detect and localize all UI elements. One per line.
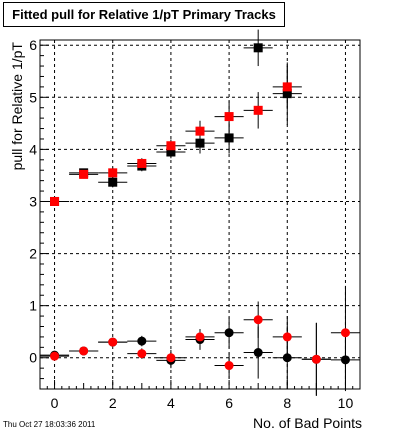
y-tick-label: 0 <box>29 350 37 366</box>
data-point-circle <box>253 348 263 358</box>
y-tick-label: 4 <box>29 141 37 157</box>
x-tick-label: 10 <box>338 395 354 411</box>
x-tick-label: 2 <box>109 395 117 411</box>
data-point-square <box>253 43 263 53</box>
chart-title: Fitted pull for Relative 1/pT Primary Tr… <box>3 2 285 27</box>
x-tick-label: 6 <box>225 395 233 411</box>
data-point-circle <box>195 332 205 342</box>
data-point-circle <box>166 353 176 363</box>
series-3 <box>40 285 360 396</box>
data-point-circle <box>50 351 60 361</box>
data-point-circle <box>137 336 147 346</box>
data-points <box>40 29 360 396</box>
data-point-square <box>137 158 147 168</box>
axis-ticks: 0 2 4 6 8 10 0 1 2 3 4 5 6 <box>29 37 361 411</box>
data-point-circle <box>224 361 234 371</box>
y-tick-label: 5 <box>29 89 37 105</box>
series-1 <box>40 66 302 206</box>
data-point-square <box>282 82 292 92</box>
y-axis-label: pull for Relative 1/pT <box>9 42 25 171</box>
data-point-square <box>79 169 89 179</box>
data-point-square <box>166 141 176 151</box>
data-point-square <box>195 126 205 136</box>
data-point-circle <box>311 354 321 364</box>
y-tick-label: 1 <box>29 298 37 314</box>
data-point-square <box>195 138 205 148</box>
y-tick-label: 2 <box>29 246 37 262</box>
data-point-square <box>224 133 234 143</box>
y-tick-label: 6 <box>29 37 37 53</box>
data-point-circle <box>108 337 118 347</box>
data-point-square <box>224 112 234 122</box>
data-point-circle <box>79 346 89 356</box>
x-axis-label: No. of Bad Points <box>253 415 362 431</box>
data-point-circle <box>282 332 292 342</box>
x-tick-label: 8 <box>283 395 291 411</box>
data-point-square <box>108 177 118 187</box>
data-point-circle <box>253 315 263 325</box>
data-point-square <box>50 196 60 206</box>
x-tick-label: 4 <box>167 395 175 411</box>
data-point-circle <box>224 328 234 338</box>
x-tick-label: 0 <box>51 395 59 411</box>
data-point-square <box>108 168 118 178</box>
y-tick-label: 3 <box>29 193 37 209</box>
data-point-circle <box>137 349 147 359</box>
data-point-circle <box>340 328 350 338</box>
footer-timestamp: Thu Oct 27 18:03:36 2011 <box>3 420 96 429</box>
data-point-square <box>253 105 263 115</box>
